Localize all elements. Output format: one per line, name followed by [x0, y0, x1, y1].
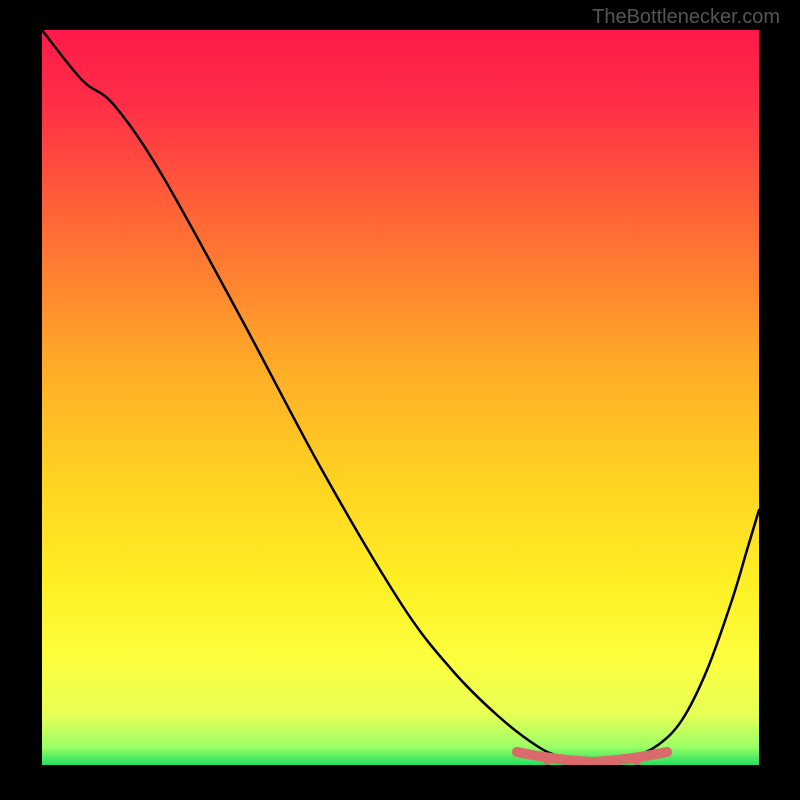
marker-band-path [517, 752, 667, 762]
marker-band-svg [42, 30, 759, 765]
marker-dot [512, 747, 522, 757]
watermark-text: TheBottlenecker.com [592, 6, 780, 29]
marker-dot [662, 747, 672, 757]
marker-dot [633, 757, 642, 765]
plot-area [42, 30, 759, 765]
marker-dot [543, 757, 552, 765]
chart-container: TheBottlenecker.com [0, 0, 800, 800]
